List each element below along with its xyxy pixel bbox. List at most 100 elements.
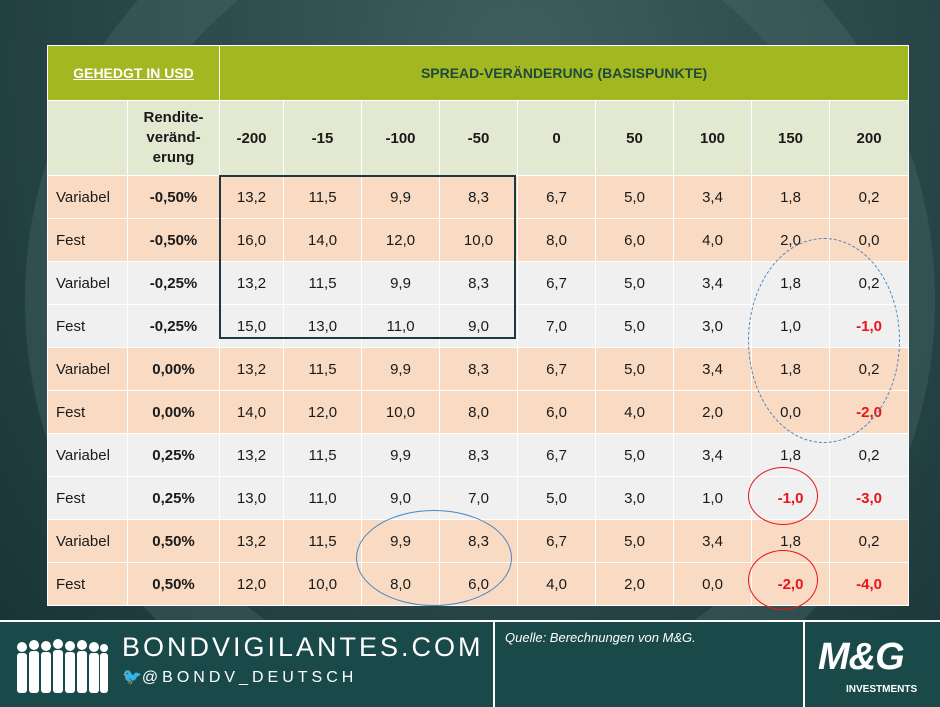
value-cell: 13,0	[283, 304, 363, 348]
table-header-row: Rendite- veränd- erung -200 -15 -100 -50…	[47, 100, 910, 176]
spread-col-header: -15	[283, 100, 363, 176]
value-cell: 3,0	[673, 304, 753, 348]
value-cell: 8,0	[517, 218, 597, 262]
value-cell: 5,0	[595, 433, 675, 477]
value-cell: 0,2	[829, 175, 910, 219]
twitter-handle-text: @BONDV_DEUTSCH	[141, 669, 358, 686]
rate-type-cell: Variabel	[47, 433, 128, 477]
value-cell: 0,0	[829, 218, 910, 262]
value-cell: -4,0	[829, 562, 910, 606]
value-cell: 10,0	[361, 390, 441, 434]
bondvigilantes-brand[interactable]: BONDVIGILANTES.COM	[122, 632, 484, 662]
spread-col-header: -50	[439, 100, 519, 176]
yield-change-cell: -0,50%	[126, 175, 221, 219]
value-cell: -2,0	[829, 390, 910, 434]
value-cell: 9,0	[439, 304, 519, 348]
value-cell: 2,0	[595, 562, 675, 606]
value-cell: 1,8	[751, 347, 831, 391]
yield-change-header: Rendite- veränd- erung	[126, 100, 221, 176]
yield-header-line: Rendite-	[143, 109, 204, 126]
spread-table: GEHEDGT IN USD SPREAD-VERÄNDERUNG (BASIS…	[46, 45, 910, 606]
rate-type-cell: Fest	[47, 218, 128, 262]
value-cell: 0,2	[829, 347, 910, 391]
value-cell: 8,3	[439, 175, 519, 219]
yield-change-cell: 0,25%	[126, 476, 221, 520]
value-cell: 9,0	[361, 476, 441, 520]
hedged-in-usd-link[interactable]: GEHEDGT IN USD	[46, 45, 221, 101]
twitter-handle[interactable]: 🐦@BONDV_DEUTSCH	[122, 667, 357, 687]
people-silhouettes-icon	[17, 639, 108, 693]
value-cell: 9,9	[361, 519, 441, 563]
yield-header-line: erung	[152, 149, 195, 166]
rate-type-cell: Variabel	[47, 347, 128, 391]
value-cell: 1,8	[751, 261, 831, 305]
spread-col-header: 150	[751, 100, 831, 176]
value-cell: 13,2	[219, 175, 285, 219]
footer-divider	[493, 622, 495, 707]
value-cell: 13,0	[219, 476, 285, 520]
table-row: Variabel 0,25% 13,2 11,5 9,9 8,3 6,7 5,0 3,4 1,8 0…	[47, 433, 910, 477]
value-cell: 3,4	[673, 261, 753, 305]
value-cell: 5,0	[595, 304, 675, 348]
rate-type-cell: Variabel	[47, 261, 128, 305]
rate-type-cell: Variabel	[47, 519, 128, 563]
table-row: Fest -0,50% 16,0 14,0 12,0 10,0 8,0 6,0 4,0 2,0 0,…	[47, 218, 910, 262]
yield-change-cell: -0,25%	[126, 304, 221, 348]
value-cell: 12,0	[361, 218, 441, 262]
source-note: Quelle: Berechnungen von M&G.	[505, 630, 696, 645]
yield-change-cell: 0,50%	[126, 562, 221, 606]
value-cell: 8,3	[439, 261, 519, 305]
value-cell: 11,5	[283, 519, 363, 563]
rate-type-cell: Fest	[47, 304, 128, 348]
value-cell: 6,0	[595, 218, 675, 262]
value-cell: 1,0	[751, 304, 831, 348]
value-cell: 0,2	[829, 433, 910, 477]
table-row: Variabel -0,25% 13,2 11,5 9,9 8,3 6,7 5,0 3,4 1,8…	[47, 261, 910, 305]
value-cell: 3,4	[673, 433, 753, 477]
value-cell: 12,0	[219, 562, 285, 606]
value-cell: 10,0	[439, 218, 519, 262]
table-title-row: GEHEDGT IN USD SPREAD-VERÄNDERUNG (BASIS…	[46, 45, 910, 101]
value-cell: 0,2	[829, 519, 910, 563]
spread-col-header: 100	[673, 100, 753, 176]
value-cell: -2,0	[751, 562, 831, 606]
value-cell: -1,0	[751, 476, 831, 520]
value-cell: 14,0	[219, 390, 285, 434]
spread-col-header: 200	[829, 100, 910, 176]
footer-bar	[0, 620, 940, 707]
value-cell: 9,9	[361, 261, 441, 305]
value-cell: 9,9	[361, 175, 441, 219]
value-cell: 8,0	[361, 562, 441, 606]
yield-change-cell: 0,00%	[126, 347, 221, 391]
footer-divider	[803, 622, 805, 707]
value-cell: 6,7	[517, 519, 597, 563]
spread-col-header: 0	[517, 100, 597, 176]
value-cell: 0,2	[829, 261, 910, 305]
value-cell: 8,3	[439, 519, 519, 563]
value-cell: 1,8	[751, 433, 831, 477]
value-cell: 5,0	[595, 261, 675, 305]
table-row: Fest -0,25% 15,0 13,0 11,0 9,0 7,0 5,0 3,0 1,0 -1,…	[47, 304, 910, 348]
value-cell: 11,0	[361, 304, 441, 348]
spread-col-header: -200	[219, 100, 285, 176]
yield-change-cell: -0,25%	[126, 261, 221, 305]
value-cell: -3,0	[829, 476, 910, 520]
value-cell: 4,0	[673, 218, 753, 262]
rate-type-cell: Fest	[47, 390, 128, 434]
rate-type-cell: Variabel	[47, 175, 128, 219]
value-cell: 8,3	[439, 433, 519, 477]
value-cell: 1,0	[673, 476, 753, 520]
yield-change-cell: 0,25%	[126, 433, 221, 477]
value-cell: 9,9	[361, 433, 441, 477]
value-cell: 13,2	[219, 519, 285, 563]
table-row: Fest 0,50% 12,0 10,0 8,0 6,0 4,0 2,0 0,0 -2,0 -4,0	[47, 562, 910, 606]
type-header-empty	[47, 100, 128, 176]
value-cell: 0,0	[673, 562, 753, 606]
value-cell: 7,0	[517, 304, 597, 348]
value-cell: 3,4	[673, 347, 753, 391]
value-cell: 3,0	[595, 476, 675, 520]
value-cell: 15,0	[219, 304, 285, 348]
yield-change-cell: 0,50%	[126, 519, 221, 563]
value-cell: 13,2	[219, 433, 285, 477]
table-row: Variabel -0,50% 13,2 11,5 9,9 8,3 6,7 5,0 3,4 1,8…	[47, 175, 910, 219]
